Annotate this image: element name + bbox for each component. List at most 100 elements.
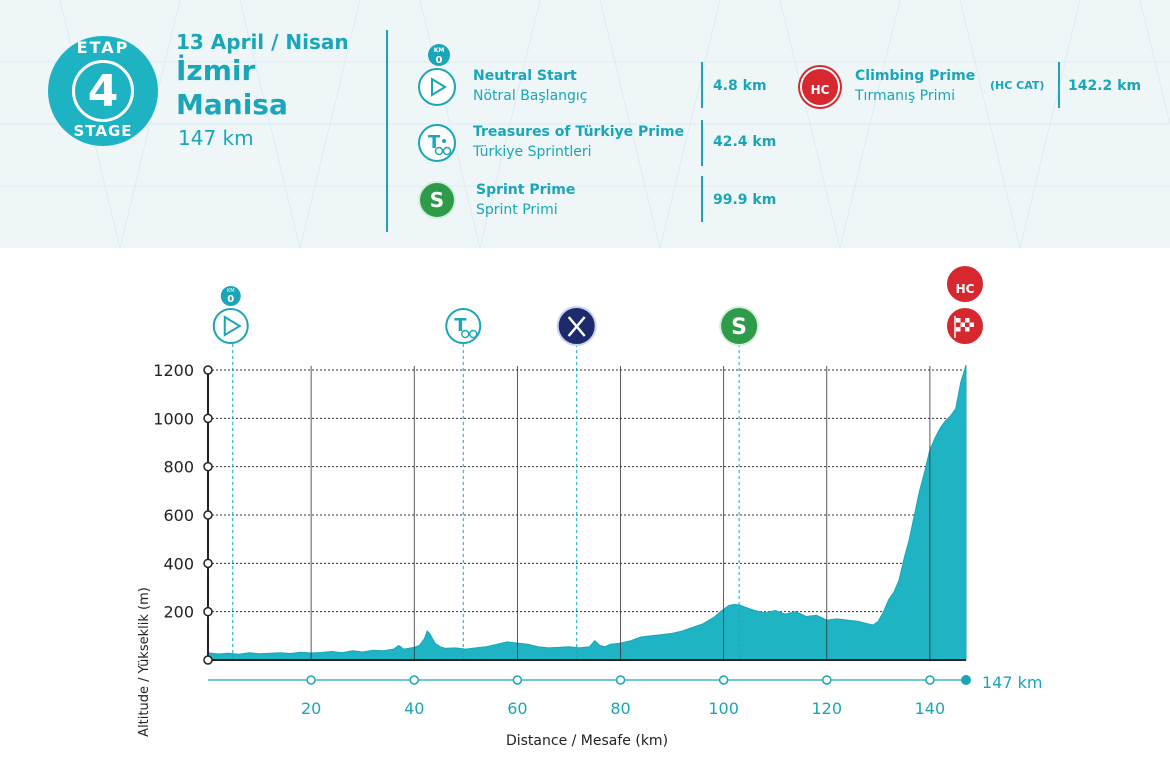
start-city: İzmir (176, 54, 256, 87)
legend-climb-title: Climbing Prime (855, 68, 976, 84)
legend-separator (701, 176, 703, 222)
y-tick-dot (203, 510, 213, 520)
checkered-flag-icon (960, 327, 965, 332)
km-value-small: 0 (227, 294, 234, 305)
km-zero-marker (220, 286, 241, 306)
y-tick-dot (203, 606, 213, 617)
y-tick-dot (203, 461, 213, 472)
cutlery-icon (567, 316, 586, 337)
legend-treasures-subtitle: Türkiye Sprintleri (473, 144, 592, 160)
x-tick-dot (409, 675, 420, 685)
y-tick-label: 200 (163, 603, 194, 622)
stage-distance: 147 km (178, 126, 254, 150)
svg-text:T: T (428, 132, 441, 153)
x-tick-label: 80 (610, 699, 630, 718)
x-tick-label: 120 (812, 699, 843, 718)
cyclist-icon (469, 329, 478, 339)
y-tick-label: 400 (163, 554, 194, 573)
legend-separator (701, 120, 703, 166)
x-tick-dot (615, 675, 626, 685)
sprint-icon: S (731, 315, 747, 340)
mountain-icon (945, 264, 985, 304)
etap-label: ETAP (76, 38, 130, 57)
mountain-icon: HC (956, 282, 975, 296)
y-tick-dot (203, 558, 213, 569)
y-axis-label: Altitude / Yükseklik (m) (137, 587, 152, 737)
marker-lines (232, 344, 740, 660)
legend-climb-category: (HC CAT) (990, 79, 1045, 92)
legend-treasures-title: Treasures of Türkiye Prime (473, 124, 685, 140)
y-tick-label: 600 (163, 506, 194, 525)
cyclist-icon (445, 308, 482, 344)
x-tick-dot (306, 675, 316, 685)
legend-sprint-subtitle: Sprint Primi (476, 202, 558, 218)
y-axis: 200 400 600 800 1000 1200 (153, 361, 966, 665)
chart-grid (208, 369, 966, 613)
y-tick-dot (203, 413, 213, 424)
checkered-flag-icon (965, 318, 970, 323)
x-tick-label: 100 (708, 699, 739, 718)
legend-climb-km: 142.2 km (1068, 78, 1142, 94)
y-tick-dot (203, 365, 213, 375)
cyclist-icon (461, 329, 470, 339)
cyclist-icon: T (454, 315, 467, 336)
y-tick-label: 800 (163, 458, 194, 477)
legend-climb-subtitle: Tırmanış Primi (855, 88, 956, 104)
checkered-flag-icon (960, 318, 965, 323)
stage-date: 13 April / Nisan (176, 30, 349, 54)
km-vertical-lines (310, 366, 931, 660)
checkered-flag-icon (965, 322, 970, 327)
finish-distance-label: 147 km (982, 673, 1042, 692)
x-tick-dot (512, 675, 523, 685)
km-value: 0 (435, 55, 443, 66)
km-label-small: KM (227, 288, 235, 294)
checkered-flag-icon (965, 327, 970, 332)
checkered-flag-icon (969, 322, 974, 327)
stage-badge: ETAP 4 STAGE (48, 36, 158, 146)
cyclist-icon: T (418, 124, 456, 162)
stage-number-ring: 4 (72, 60, 134, 122)
legend-separator (1058, 62, 1060, 108)
elevation-profile-area (207, 365, 967, 661)
legend-sprint-km: 99.9 km (713, 192, 777, 208)
km-zero-pill: KM 0 (428, 44, 450, 66)
x-tick-label: 20 (301, 699, 321, 718)
x-tick-dot (925, 675, 935, 685)
stage-number: 4 (87, 66, 119, 117)
y-tick-label: 1000 (153, 409, 194, 428)
x-axis: 20 40 60 80 100 120 140 (208, 675, 971, 718)
checkered-flag-icon (969, 318, 974, 323)
y-tick-label: 1200 (153, 361, 194, 380)
x-tick-dot (718, 675, 729, 685)
checkered-flag-icon (956, 322, 961, 327)
header-divider (386, 30, 388, 232)
checkered-flag-icon (956, 318, 961, 323)
km-label: KM (433, 47, 445, 54)
route-markers: KM0 T S HC (212, 264, 985, 346)
finish-city: Manisa (176, 88, 288, 121)
legend-sprint-title: Sprint Prime (476, 182, 576, 198)
legend-separator (701, 62, 703, 108)
checkered-flag-icon (969, 327, 974, 332)
legend-neutral-title: Neutral Start (473, 68, 577, 84)
sprint-icon (719, 306, 760, 346)
x-tick-label: 40 (404, 699, 424, 718)
x-axis-label: Distance / Mesafe (km) (506, 733, 668, 749)
elevation-chart: 200 400 600 800 1000 1200 20 40 60 80 100 120 140 K… (137, 264, 1042, 749)
play-icon (418, 68, 456, 106)
x-tick-label: 60 (507, 699, 527, 718)
checkered-flag-icon (960, 322, 965, 327)
sprint-icon: S (418, 181, 456, 219)
x-tick-dot (822, 675, 832, 685)
stage-label: STAGE (73, 122, 133, 140)
y-tick-dot (203, 655, 213, 665)
legend-neutral-km: 4.8 km (713, 78, 767, 94)
legend-treasures-km: 42.4 km (713, 134, 777, 150)
stage-header: ETAP 4 STAGE 13 April / Nisan İzmir Mani… (0, 0, 1170, 248)
finish-dot (961, 675, 971, 685)
mountain-icon: HC (800, 67, 840, 107)
x-tick-label: 140 (915, 699, 946, 718)
play-icon (223, 315, 242, 337)
legend-neutral-subtitle: Nötral Başlangıç (473, 88, 588, 104)
checkered-flag-icon (956, 327, 961, 332)
